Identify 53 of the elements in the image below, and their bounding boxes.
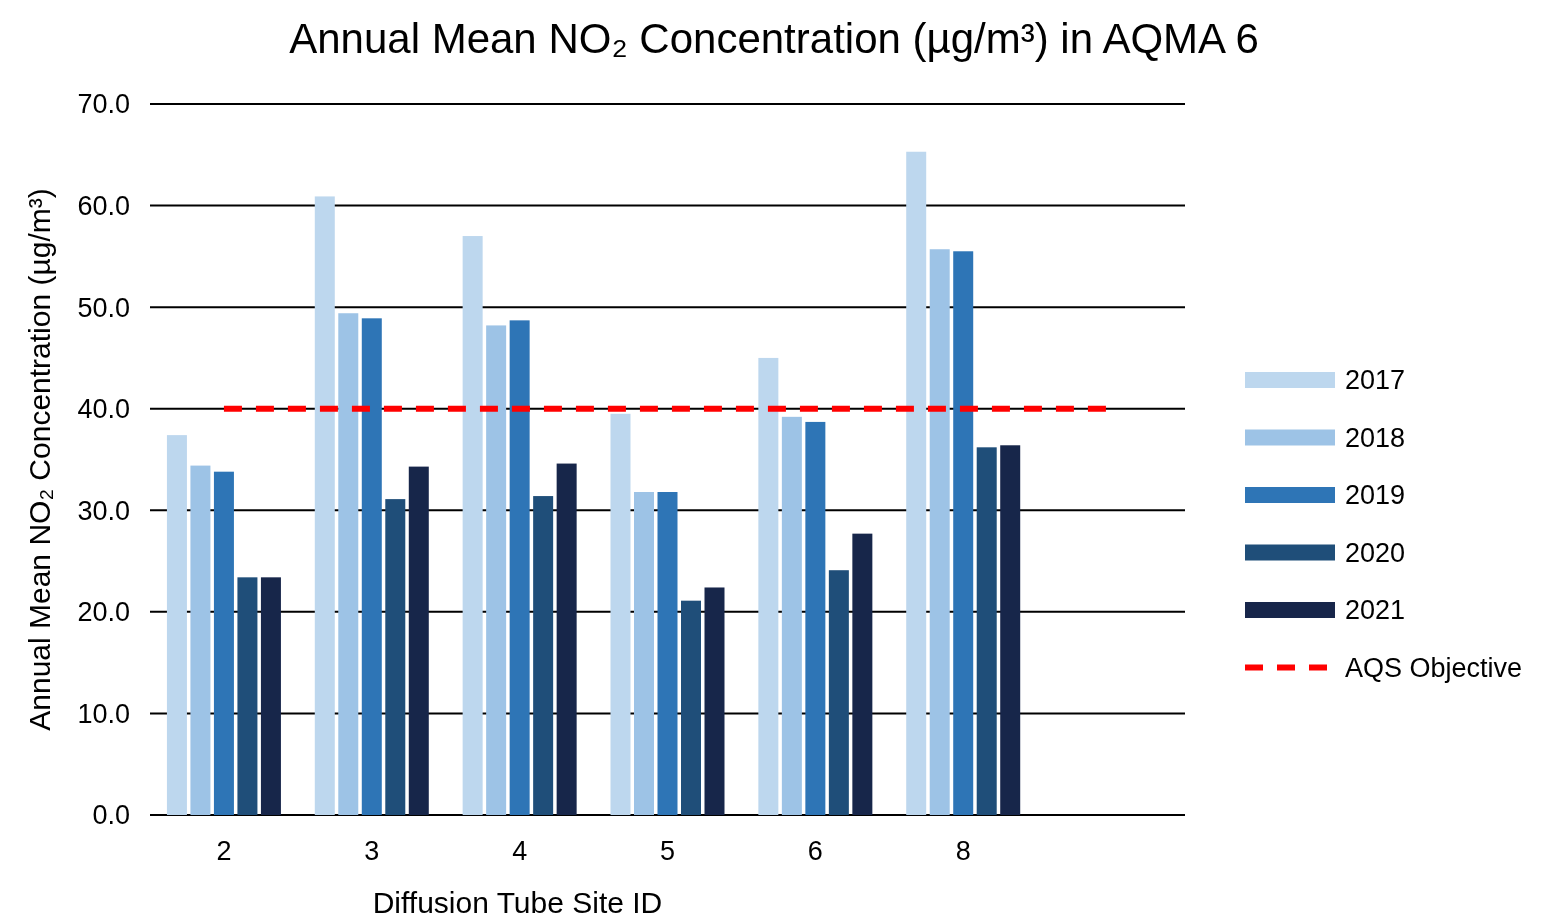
- bar: [781, 416, 802, 815]
- bar: [828, 570, 849, 815]
- legend-label: AQS Objective: [1345, 652, 1523, 683]
- bar: [509, 320, 530, 815]
- chart-title: Annual Mean NO₂ Concentration (µg/m³) in AQMA 6: [289, 15, 1259, 62]
- legend-label: 2021: [1345, 595, 1406, 626]
- bar: [758, 357, 779, 815]
- y-tick-label: 30.0: [77, 495, 130, 526]
- bar: [657, 492, 678, 815]
- x-tick-label: 3: [364, 836, 380, 866]
- bar: [408, 466, 429, 815]
- y-tick-label: 40.0: [77, 394, 130, 425]
- bar: [486, 325, 507, 815]
- bar: [462, 236, 483, 815]
- legend-label: 2020: [1345, 537, 1406, 568]
- bar: [533, 496, 554, 815]
- x-tick-label: 6: [807, 836, 823, 866]
- bar: [385, 499, 406, 815]
- bar: [906, 151, 927, 815]
- bar: [852, 533, 873, 815]
- y-tick-label: 70.0: [77, 89, 130, 120]
- bar: [976, 447, 997, 815]
- x-axis-title: Diffusion Tube Site ID: [372, 886, 663, 919]
- bar: [805, 421, 826, 815]
- bar: [634, 492, 654, 815]
- bar: [361, 318, 382, 815]
- y-axis-title: Annual Mean NO₂ Concentration (µg/m³): [23, 188, 56, 731]
- legend-label: 2018: [1345, 422, 1406, 453]
- x-tick-label: 5: [659, 836, 676, 866]
- y-tick-label: 50.0: [77, 292, 130, 323]
- bar: [1000, 445, 1021, 815]
- y-tick-label: 10.0: [77, 698, 130, 729]
- x-tick-label: 2: [216, 836, 232, 866]
- bar: [556, 463, 577, 815]
- bar: [260, 577, 281, 815]
- y-tick-label: 20.0: [77, 597, 130, 628]
- bar: [314, 196, 335, 815]
- bar: [338, 313, 359, 815]
- bar: [190, 465, 211, 815]
- bar: [929, 249, 950, 815]
- y-tick-label: 60.0: [77, 191, 130, 222]
- bar: [704, 587, 725, 815]
- x-tick-label: 8: [955, 836, 971, 866]
- x-tick-label: 4: [512, 836, 528, 866]
- legend-label: 2017: [1345, 365, 1406, 396]
- bar: [166, 435, 187, 815]
- y-tick-label: 0.0: [92, 800, 130, 831]
- bar: [237, 577, 258, 815]
- bar: [953, 251, 974, 815]
- bar: [213, 471, 234, 815]
- legend-label: 2019: [1345, 480, 1406, 511]
- bar: [610, 413, 631, 815]
- bar: [681, 600, 701, 815]
